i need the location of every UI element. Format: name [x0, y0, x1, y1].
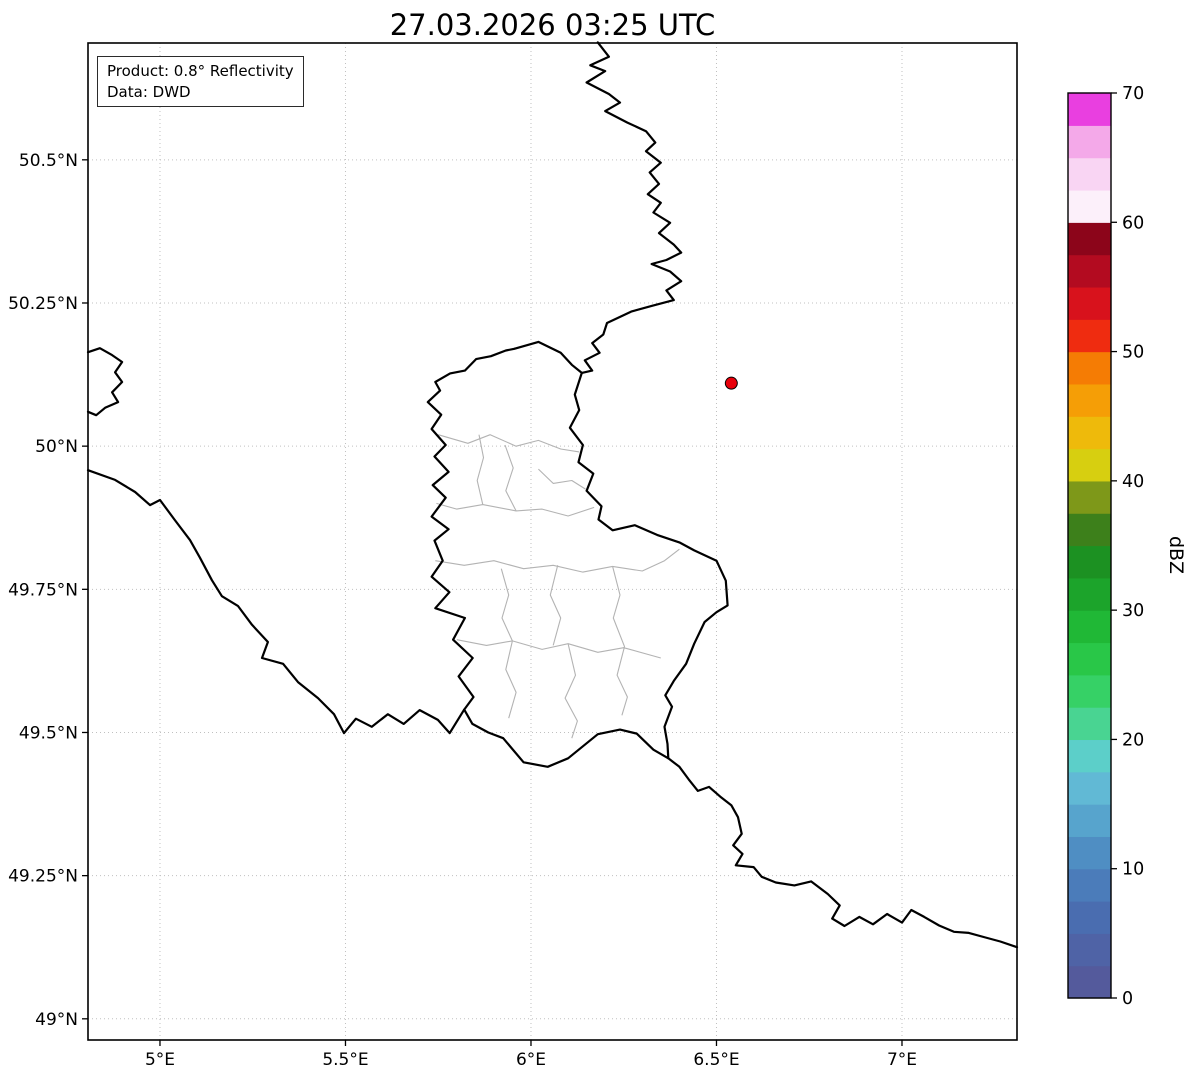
colorbar-segment [1068, 480, 1111, 514]
colorbar-frame [1067, 92, 1112, 999]
colorbar-tick-label: 50 [1122, 343, 1144, 363]
colorbar-segment [1068, 707, 1111, 741]
colorbar-segment [1068, 93, 1111, 126]
colorbar-segment [1068, 513, 1111, 547]
colorbar: 0 10 20 30 40 50 60 70 [1067, 84, 1144, 1009]
y-tick-label: 49.25°N [8, 867, 78, 887]
gridlines [88, 43, 1017, 1040]
colorbar-tick-label: 10 [1122, 860, 1144, 880]
colorbar-segment [1068, 254, 1111, 288]
colorbar-segment [1068, 545, 1111, 579]
colorbar-segment [1068, 642, 1111, 676]
colorbar-tick-label: 60 [1122, 213, 1144, 233]
district-border [436, 502, 595, 517]
colorbar-segment [1068, 674, 1111, 708]
colorbar-segment [1068, 416, 1111, 450]
district-border [538, 468, 586, 490]
colorbar-tick-label: 70 [1122, 84, 1144, 104]
district-border [500, 568, 513, 642]
district-border [438, 434, 580, 453]
x-tick-label: 5°E [145, 1050, 175, 1070]
colorbar-segment [1068, 319, 1111, 353]
colorbar-segment [1068, 351, 1111, 385]
colorbar-segment [1068, 771, 1111, 805]
colorbar-segment [1068, 933, 1111, 967]
france-germany-border [667, 757, 1019, 949]
district-border [549, 565, 562, 646]
legend-product-line: Product: 0.8° Reflectivity [107, 62, 294, 80]
y-tick-label: 50°N [35, 437, 78, 457]
x-tick-label: 7°E [887, 1050, 917, 1070]
district-border [435, 548, 680, 573]
colorbar-segment [1068, 222, 1111, 256]
colorbar-segment [1068, 868, 1111, 902]
colorbar-segment [1068, 286, 1111, 320]
colorbar-axis-label: dBZ [1165, 535, 1187, 575]
colorbar-segment [1068, 448, 1111, 482]
y-tick-label: 49.5°N [19, 723, 78, 743]
colorbar-segment [1068, 577, 1111, 611]
figure-title: 27.03.2026 03:25 UTC [389, 8, 716, 42]
colorbar-segment [1068, 189, 1111, 223]
colorbar-tick-label: 30 [1122, 601, 1144, 621]
colorbar-segment [1068, 804, 1111, 837]
colorbar-tick-label: 20 [1122, 730, 1144, 750]
x-tick-label: 6°E [516, 1050, 546, 1070]
y-tick-label: 50.5°N [19, 151, 78, 171]
y-tick-label: 50.25°N [8, 294, 78, 314]
givet-salient-border [86, 347, 124, 417]
y-tick-label: 49.75°N [8, 580, 78, 600]
x-tick-label: 5.5°E [322, 1050, 368, 1070]
legend-box: Product: 0.8° Reflectivity Data: DWD [97, 56, 304, 108]
colorbar-segment [1068, 610, 1111, 644]
district-borders [435, 434, 680, 739]
legend-source-line: Data: DWD [107, 82, 191, 101]
colorbar-tick-label: 40 [1122, 472, 1144, 492]
axes-frame [87, 42, 1018, 1041]
district-border [456, 639, 661, 659]
district-border [504, 444, 517, 512]
district-border [505, 640, 517, 719]
belgium-germany-border [580, 41, 683, 374]
radar-site-marker [724, 376, 738, 390]
colorbar-segment [1068, 901, 1111, 934]
france-belgium-border [86, 469, 466, 735]
colorbar-segment [1068, 125, 1111, 159]
district-border [476, 434, 485, 505]
colorbar-segment [1068, 383, 1111, 417]
country-borders [86, 41, 1019, 949]
x-tick-label: 6.5°E [693, 1050, 739, 1070]
district-border [612, 566, 628, 716]
y-tick-label: 49°N [35, 1010, 78, 1030]
colorbar-segment [1068, 836, 1111, 870]
colorbar-segment [1068, 157, 1111, 191]
axis-ticks: 5°E 5.5°E 6°E 6.5°E 7°E 49°N 49.25°N 49.5°N 49.7… [8, 151, 917, 1070]
colorbar-segment [1068, 965, 1111, 999]
luxembourg-outline [426, 340, 729, 768]
colorbar-segment [1068, 739, 1111, 773]
colorbar-tick-label: 0 [1122, 989, 1133, 1009]
district-border [564, 643, 578, 739]
